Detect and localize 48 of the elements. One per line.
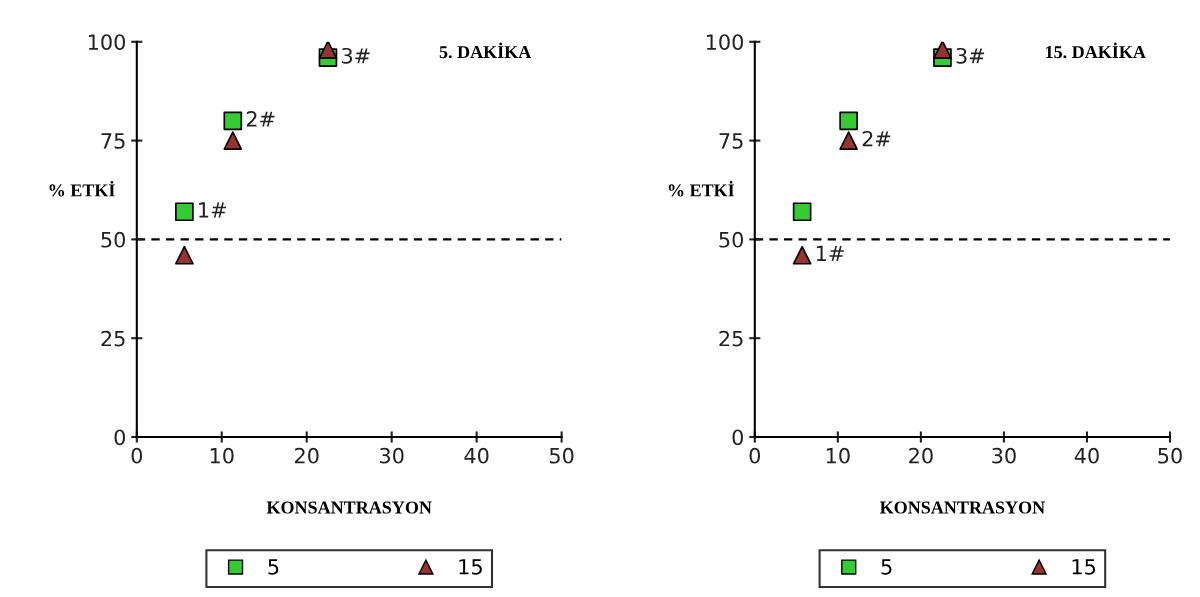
x-tick-label: 0 [749,447,761,464]
y-tick-label: 0 [114,429,125,446]
point [223,111,243,131]
y-tick-label: 25 [101,330,125,347]
y-axis-title: % ETKİ [49,180,115,197]
point [839,111,858,131]
legend-label: 5 [881,559,892,575]
x-tick-label: 20 [294,447,319,464]
annotation: 1# [199,202,226,218]
y-tick-label: 50 [101,231,125,248]
y-tick-label: 25 [719,330,743,347]
legend-label: 15 [459,559,482,575]
annotation: 2# [246,111,275,127]
x-tick-label: 0 [131,447,143,464]
y-tick-label: 75 [101,133,125,149]
legend-label: 15 [1072,559,1096,575]
point [223,131,243,150]
x-tick-label: 30 [992,447,1016,464]
y-tick-label: 100 [88,34,125,50]
x-tick-label: 20 [909,447,933,464]
point [933,41,952,60]
x-tick-label: 10 [826,447,850,464]
x-tick-label: 30 [380,447,404,464]
x-axis-title: KONSANTRASYON [266,501,432,514]
x-tick-label: 10 [210,447,234,464]
legend-label: 5 [268,559,279,575]
y-tick-label: 75 [719,133,743,149]
point [175,245,194,265]
annotation: 3# [342,47,370,64]
annotation: 2# [862,130,891,147]
y-tick-label: 0 [732,429,743,446]
point [318,41,338,60]
point [792,202,812,222]
chart-title: 5. DAKİKA [439,42,532,59]
annotation: 1# [816,245,844,261]
point [792,245,812,265]
x-tick-label: 40 [1074,447,1099,464]
point [175,202,194,222]
x-tick-label: 50 [549,447,574,464]
x-tick-label: 50 [1158,447,1182,464]
y-tick-label: 100 [706,34,743,50]
x-axis-title: KONSANTRASYON [879,501,1045,514]
annotation: 3# [956,47,985,64]
point [839,131,858,150]
x-tick-label: 40 [464,447,489,464]
chart-title: 15. DAKİKA [1046,42,1146,59]
y-tick-label: 50 [719,231,743,248]
y-axis-title: % ETKİ [668,180,735,197]
